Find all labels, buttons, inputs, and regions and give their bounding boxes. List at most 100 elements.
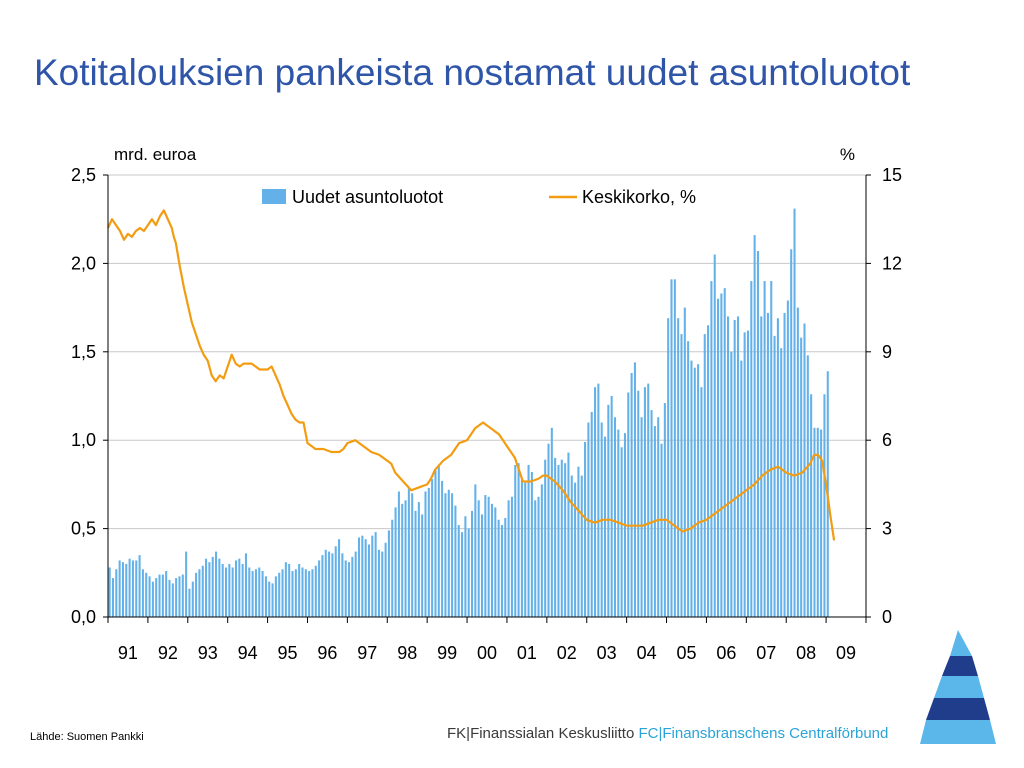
bar (786, 300, 789, 617)
x-tick-label: 00 (477, 643, 497, 663)
bar (118, 560, 121, 617)
bar (697, 364, 700, 617)
bar (311, 569, 314, 617)
bar (364, 539, 367, 617)
bar (298, 563, 301, 617)
bar (411, 493, 414, 617)
bar (670, 279, 673, 617)
bar (304, 569, 307, 617)
bar (487, 496, 490, 617)
legend-bar-swatch (262, 189, 286, 204)
bar (108, 567, 111, 617)
left-axis-ticks: 0,0 0,5 1,0 1,5 2,0 2,5 (71, 165, 108, 627)
right-tick-label: 0 (882, 607, 892, 627)
bar (494, 507, 497, 617)
bar (284, 562, 287, 617)
bar (274, 576, 277, 617)
bar (504, 517, 507, 617)
bar (477, 500, 480, 617)
bar (603, 436, 607, 617)
right-axis-ticks: 0 3 6 9 12 15 (866, 165, 902, 627)
bar (138, 555, 141, 617)
bar (185, 551, 188, 617)
x-tick-label: 04 (637, 643, 657, 663)
bar (464, 516, 467, 617)
x-tick-label: 08 (796, 643, 816, 663)
bar (251, 571, 254, 617)
bar (766, 312, 769, 617)
right-axis-unit: % (840, 145, 855, 164)
bar (820, 429, 823, 617)
bar (431, 479, 434, 617)
x-tick-label: 05 (676, 643, 696, 663)
bar (727, 316, 730, 617)
right-tick-label: 15 (882, 165, 902, 185)
bar (660, 443, 663, 617)
bar (564, 463, 567, 617)
bar (417, 502, 420, 617)
bar (404, 500, 407, 617)
bar (148, 576, 151, 617)
bar (540, 484, 543, 617)
bar (158, 574, 161, 617)
chart: mrd. euroa % 0,00,51,01,52,02,5 03691215… (71, 145, 902, 663)
bar (238, 558, 241, 617)
bar (434, 470, 437, 617)
bar (201, 565, 204, 617)
left-tick-label: 2,5 (71, 165, 96, 185)
bar (348, 562, 351, 617)
bar (723, 288, 726, 617)
x-tick-label: 02 (557, 643, 577, 663)
bar (314, 565, 317, 617)
bar (241, 563, 244, 617)
bar (178, 576, 181, 617)
bar (710, 281, 713, 617)
bar (690, 360, 693, 617)
bar (281, 569, 284, 617)
bar (607, 404, 610, 617)
bar (627, 392, 630, 617)
bar (610, 396, 613, 617)
bar (215, 551, 218, 617)
bar (557, 464, 560, 617)
bar (547, 443, 550, 617)
bar (740, 360, 743, 617)
slide-title: Kotitalouksien pankeista nostamat uudet … (34, 52, 911, 93)
left-tick-label: 1,5 (71, 342, 96, 362)
bar (437, 464, 440, 617)
bar (574, 482, 577, 617)
bar (484, 495, 487, 617)
bar (693, 367, 696, 617)
bar (111, 578, 115, 617)
bar (198, 569, 201, 617)
bar (707, 325, 710, 617)
bar (371, 535, 374, 617)
x-tick-label: 01 (517, 643, 537, 663)
bar (753, 235, 756, 618)
bar (763, 281, 766, 617)
bar (381, 551, 384, 617)
bar (560, 459, 563, 617)
bar (115, 569, 118, 617)
bar (228, 563, 231, 617)
x-axis-ticks: 91 92 93 94 95 96 97 98 99 00 01 02 03 04 05 06 07 08 09 (107, 617, 867, 663)
left-tick-label: 0,5 (71, 519, 96, 539)
bar (268, 581, 271, 617)
x-tick-label: 91 (118, 643, 138, 663)
bar (397, 491, 400, 617)
bar (620, 447, 623, 617)
bar (736, 316, 740, 617)
bar (234, 560, 238, 617)
bar (524, 482, 527, 617)
bar (454, 505, 457, 617)
bar (195, 572, 198, 617)
bar (806, 355, 809, 617)
bar (530, 472, 533, 617)
bar (331, 553, 334, 617)
bar (637, 390, 640, 617)
bar (291, 571, 294, 617)
bar (720, 293, 723, 617)
bar (567, 452, 570, 617)
bar (135, 560, 138, 617)
bar (657, 417, 660, 617)
